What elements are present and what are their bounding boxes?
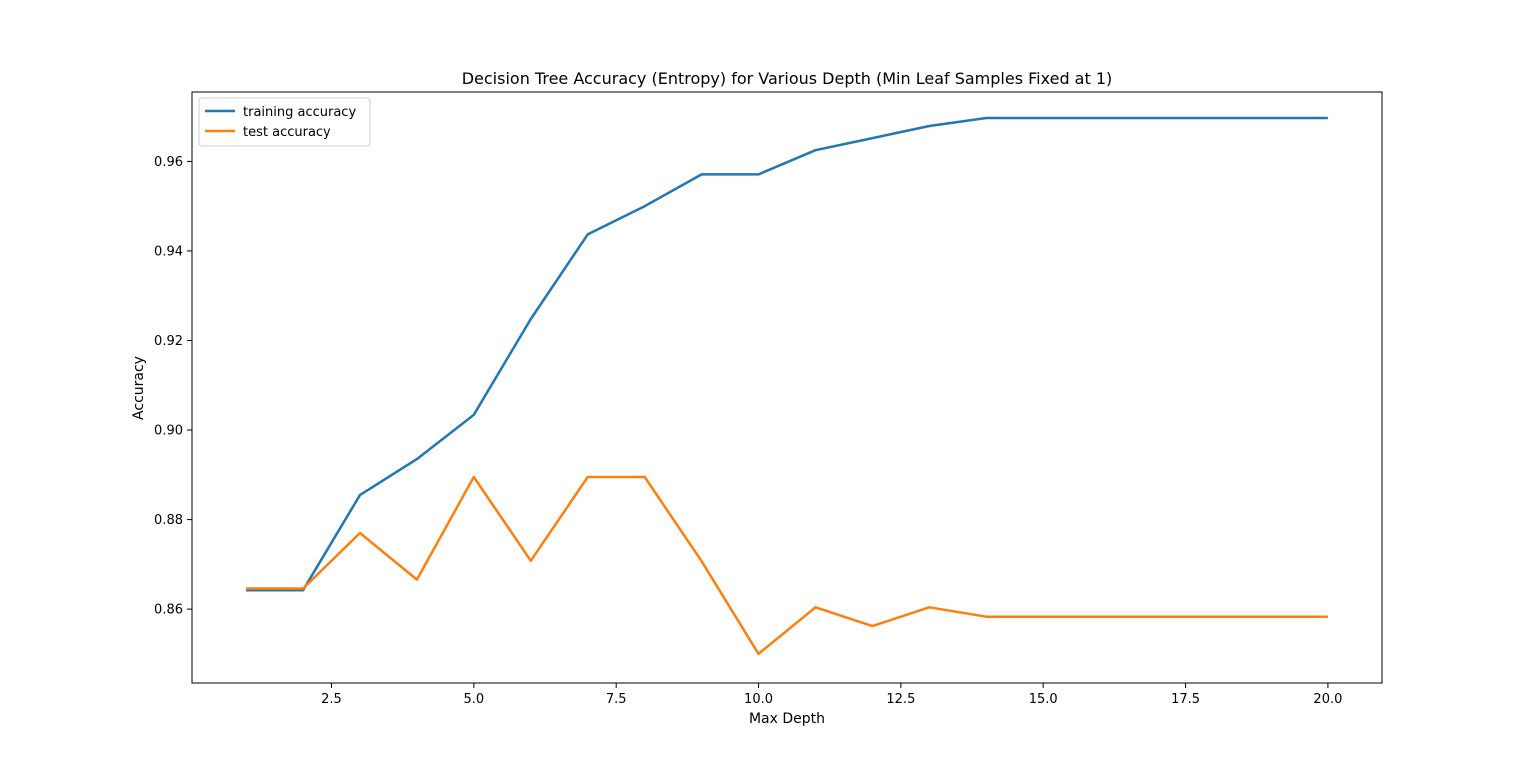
y-tick-label: 0.88 — [154, 513, 183, 528]
chart-title: Decision Tree Accuracy (Entropy) for Var… — [462, 69, 1113, 88]
plot-area — [192, 92, 1382, 683]
plot-frame — [191, 91, 1383, 684]
legend-box — [198, 97, 371, 147]
x-axis-ticks: 2.5 5.0 7.5 10.0 12.5 15.0 17.5 20.0 — [321, 683, 1342, 707]
x-tick-label: 10.0 — [744, 692, 773, 707]
y-tick-label: 0.94 — [154, 244, 183, 259]
x-tick-label: 5.0 — [463, 692, 484, 707]
y-axis-label: Accuracy — [131, 356, 147, 420]
y-tick-label: 0.96 — [154, 155, 183, 170]
x-tick-label: 2.5 — [321, 692, 342, 707]
y-axis-ticks: 0.86 0.88 0.90 0.92 0.94 0.96 — [154, 155, 192, 618]
y-tick-label: 0.92 — [154, 334, 183, 349]
legend-label-training: training accuracy — [243, 105, 356, 120]
y-tick-label: 0.90 — [154, 424, 183, 439]
series-line-training — [246, 116, 1328, 592]
series-lines — [246, 116, 1328, 656]
x-tick-label: 15.0 — [1029, 692, 1058, 707]
x-tick-label: 7.5 — [606, 692, 627, 707]
x-tick-label: 20.0 — [1313, 692, 1342, 707]
x-tick-label: 12.5 — [886, 692, 915, 707]
series-line-test — [246, 475, 1328, 656]
x-tick-label: 17.5 — [1171, 692, 1200, 707]
x-axis-label: Max Depth — [749, 711, 825, 727]
y-tick-label: 0.86 — [154, 603, 183, 618]
legend: training accuracy test accuracy — [198, 97, 371, 147]
legend-label-test: test accuracy — [243, 125, 331, 140]
